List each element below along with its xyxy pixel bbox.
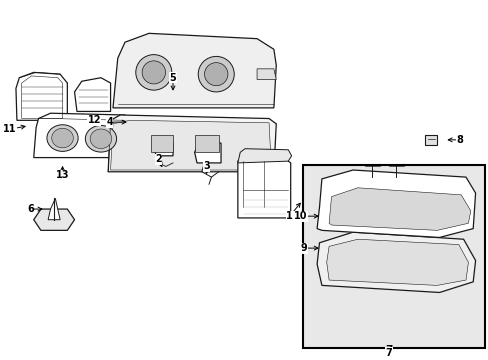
Text: 4: 4 — [106, 117, 126, 127]
Text: 3: 3 — [203, 162, 209, 173]
Text: 7: 7 — [385, 348, 392, 358]
Polygon shape — [237, 156, 290, 218]
Ellipse shape — [90, 129, 112, 149]
Text: 2: 2 — [155, 154, 162, 166]
Ellipse shape — [142, 61, 165, 84]
Text: 7: 7 — [385, 345, 392, 355]
Polygon shape — [326, 239, 468, 285]
Polygon shape — [113, 33, 276, 108]
Polygon shape — [74, 78, 110, 112]
Bar — [302, 165, 484, 347]
Polygon shape — [237, 149, 291, 163]
Ellipse shape — [204, 63, 227, 86]
Polygon shape — [151, 135, 173, 152]
Polygon shape — [194, 138, 221, 163]
Polygon shape — [328, 188, 470, 230]
Text: 6: 6 — [27, 204, 42, 214]
Polygon shape — [316, 232, 475, 292]
Polygon shape — [48, 198, 60, 220]
Ellipse shape — [47, 125, 78, 151]
Text: 12: 12 — [87, 115, 101, 125]
Polygon shape — [316, 170, 475, 238]
Polygon shape — [108, 115, 276, 172]
Text: 1: 1 — [286, 203, 300, 221]
Text: 11: 11 — [3, 124, 25, 134]
Polygon shape — [257, 69, 276, 80]
Polygon shape — [16, 72, 67, 120]
Ellipse shape — [52, 128, 73, 148]
Text: 8: 8 — [447, 135, 462, 145]
Polygon shape — [194, 135, 218, 152]
Ellipse shape — [136, 55, 171, 90]
Ellipse shape — [198, 57, 234, 92]
Text: 5: 5 — [169, 73, 176, 90]
Polygon shape — [110, 120, 271, 170]
Ellipse shape — [85, 125, 116, 152]
Text: 13: 13 — [56, 167, 69, 180]
Text: 9: 9 — [300, 243, 317, 253]
Polygon shape — [34, 113, 127, 158]
Polygon shape — [154, 138, 173, 156]
Polygon shape — [424, 135, 436, 145]
Polygon shape — [34, 209, 74, 230]
Text: 10: 10 — [293, 211, 317, 221]
